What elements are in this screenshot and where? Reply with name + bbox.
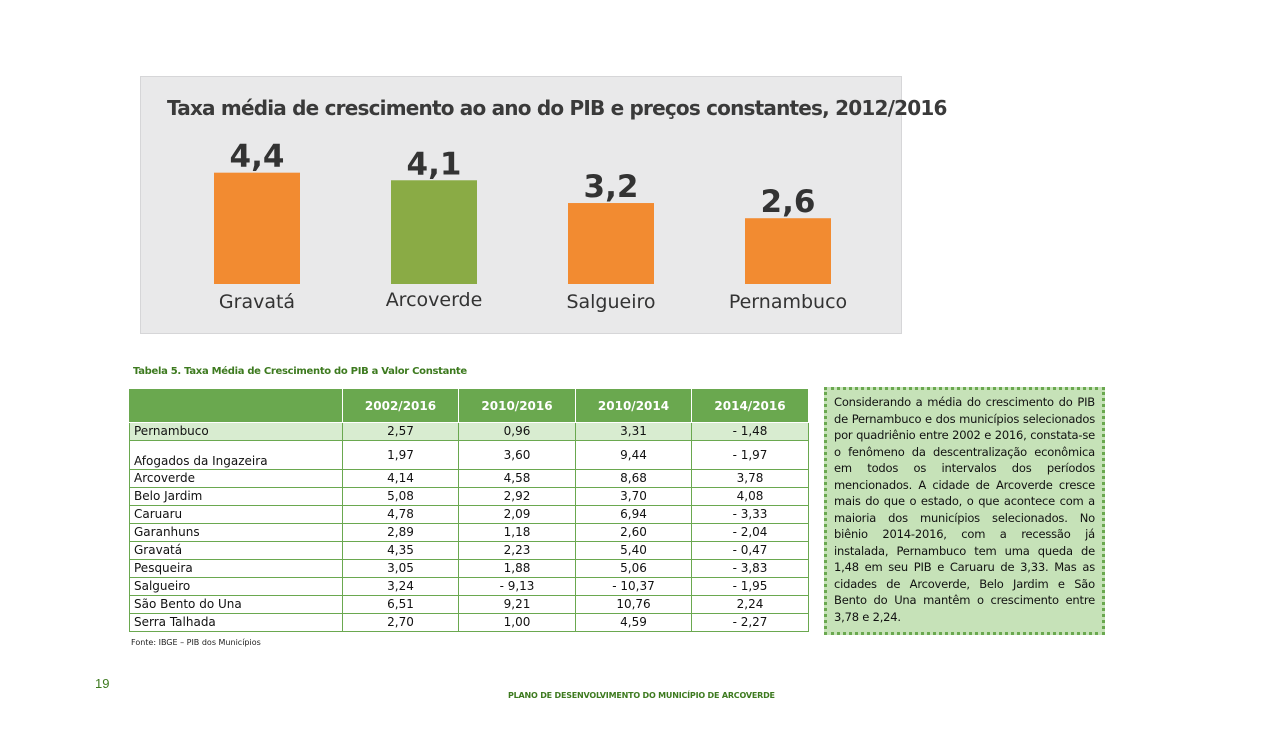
row-label: Garanhuns	[129, 523, 343, 542]
chart-title: Taxa média de crescimento ao ano do PIB …	[167, 96, 947, 120]
table-cell: 4,14	[342, 469, 459, 488]
table-row: Arcoverde 4,14 4,58 8,68 3,78	[129, 469, 809, 488]
table-cell: 2,70	[342, 613, 459, 632]
table-cell: 2,23	[458, 541, 576, 560]
table-cell: 3,60	[458, 440, 576, 470]
table-cell: 2,60	[575, 523, 692, 542]
table-cell: - 10,37	[575, 577, 692, 596]
table-cell: - 3,83	[691, 559, 809, 578]
table-cell: 4,59	[575, 613, 692, 632]
table-cell: 1,18	[458, 523, 576, 542]
table-cell: 6,94	[575, 505, 692, 524]
table-cell: - 3,33	[691, 505, 809, 524]
category-label: Gravatá	[219, 291, 295, 313]
table-row: Caruaru 4,78 2,09 6,94- 3,33	[129, 505, 809, 524]
table-cell: - 2,27	[691, 613, 809, 632]
row-label: Pernambuco	[129, 422, 343, 441]
note-box: Considerando a média do crescimento do P…	[824, 387, 1105, 635]
table-cell: 3,31	[575, 422, 692, 441]
table-cell: - 1,95	[691, 577, 809, 596]
bar-gravatá	[214, 172, 300, 284]
table-cell: 5,40	[575, 541, 692, 560]
row-label: Pesqueira	[129, 559, 343, 578]
bar-value-label: 2,6	[761, 184, 816, 220]
table-cell: 6,51	[342, 595, 459, 614]
table-cell: 3,70	[575, 487, 692, 506]
row-label: Belo Jardim	[129, 487, 343, 506]
table-cell: - 1,48	[691, 422, 809, 441]
table-cell: - 0,47	[691, 541, 809, 560]
table-row: Gravatá 4,35 2,23 5,40- 0,47	[129, 541, 809, 560]
row-label: Gravatá	[129, 541, 343, 560]
row-label: Caruaru	[129, 505, 343, 524]
table-cell: 2,09	[458, 505, 576, 524]
table-cell: 2,89	[342, 523, 459, 542]
table-cell: 2,92	[458, 487, 576, 506]
category-label: Salgueiro	[566, 291, 655, 313]
bar-value-label: 3,2	[584, 169, 639, 205]
table-cell: 4,78	[342, 505, 459, 524]
table-cell: 9,21	[458, 595, 576, 614]
table-cell: - 1,97	[691, 440, 809, 470]
bar-salgueiro	[568, 203, 654, 284]
header-cell: 2002/2016	[342, 388, 459, 423]
category-label: Pernambuco	[729, 291, 847, 313]
table-cell: 1,00	[458, 613, 576, 632]
table-cell: - 2,04	[691, 523, 809, 542]
table-cell: 2,57	[342, 422, 459, 441]
table-caption: Tabela 5. Taxa Média de Crescimento do P…	[133, 366, 467, 377]
page-number: 19	[95, 676, 110, 691]
table-row: Garanhuns 2,89 1,18 2,60- 2,04	[129, 523, 809, 542]
table-row: Pesqueira 3,05 1,88 5,06- 3,83	[129, 559, 809, 578]
table-cell: 3,05	[342, 559, 459, 578]
table-cell: 0,96	[458, 422, 576, 441]
table-header-row: 2002/2016 2010/2016 2010/2014 2014/2016	[129, 388, 809, 423]
table-row: São Bento do Una 6,51 9,21 10,76 2,24	[129, 595, 809, 614]
table-cell: 10,76	[575, 595, 692, 614]
row-label: Serra Talhada	[129, 613, 343, 632]
table-row: Salgueiro 3,24- 9,13- 10,37- 1,95	[129, 577, 809, 596]
table-row: Serra Talhada 2,70 1,00 4,59- 2,27	[129, 613, 809, 632]
table-row: Belo Jardim 5,08 2,92 3,70 4,08	[129, 487, 809, 506]
header-cell: 2014/2016	[691, 388, 809, 423]
table-cell: 9,44	[575, 440, 692, 470]
row-label: Arcoverde	[129, 469, 343, 488]
table-cell: 5,08	[342, 487, 459, 506]
table-cell: - 9,13	[458, 577, 576, 596]
table-cell: 5,06	[575, 559, 692, 578]
table-cell: 2,24	[691, 595, 809, 614]
bar-arcoverde	[391, 180, 477, 284]
row-label: Afogados da Ingazeira	[129, 440, 343, 470]
table-cell: 4,35	[342, 541, 459, 560]
bar-chart: 4,4 Gravatá 4,1 Arcoverde 3,2 Salgueiro 2,6 Per…	[214, 139, 847, 313]
table-cell: 1,97	[342, 440, 459, 470]
bar-pernambuco	[745, 218, 831, 284]
header-cell-blank	[129, 388, 343, 423]
table-cell: 8,68	[575, 469, 692, 488]
table-source: Fonte: IBGE – PIB dos Municípios	[131, 638, 261, 647]
table-cell: 4,58	[458, 469, 576, 488]
row-label: São Bento do Una	[129, 595, 343, 614]
row-label: Salgueiro	[129, 577, 343, 596]
growth-table: 2002/2016 2010/2016 2010/2014 2014/2016 Per…	[129, 388, 809, 632]
chart-panel: Taxa média de crescimento ao ano do PIB …	[140, 76, 947, 334]
table-cell: 3,78	[691, 469, 809, 488]
table-cell: 4,08	[691, 487, 809, 506]
bar-value-label: 4,4	[230, 139, 285, 175]
table-cell: 1,88	[458, 559, 576, 578]
bar-value-label: 4,1	[407, 146, 462, 182]
table-row: Afogados da Ingazeira 1,97 3,60 9,44- 1,97	[129, 440, 809, 470]
table-row: Pernambuco 2,57 0,96 3,31- 1,48	[129, 422, 809, 441]
header-cell: 2010/2014	[575, 388, 692, 423]
table-cell: 3,24	[342, 577, 459, 596]
category-label: Arcoverde	[386, 289, 483, 311]
header-cell: 2010/2016	[458, 388, 576, 423]
footer-title: PLANO DE DESENVOLVIMENTO DO MUNICÍPIO DE…	[508, 691, 775, 700]
